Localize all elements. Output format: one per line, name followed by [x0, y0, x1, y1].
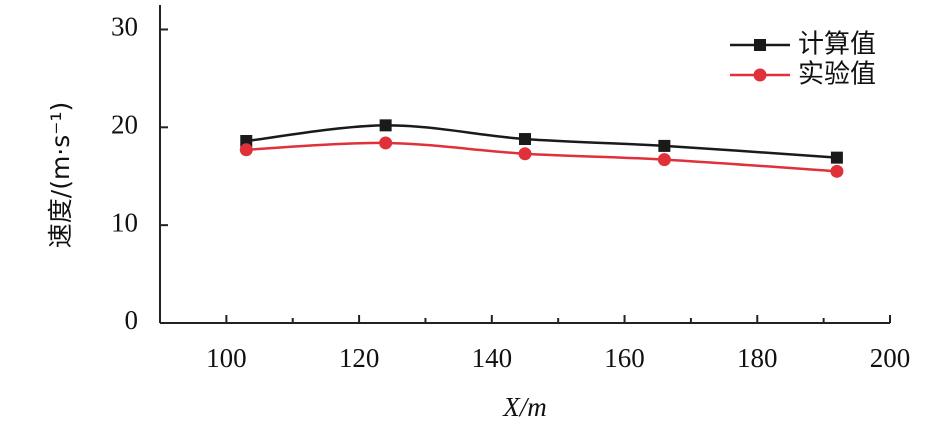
y-tick-label: 30 [111, 12, 138, 42]
data-point [379, 119, 392, 132]
x-tick-label: 120 [339, 343, 380, 373]
x-tick-label: 200 [870, 343, 911, 373]
series-line [246, 124, 837, 159]
y-tick-label: 10 [111, 207, 138, 237]
y-axis-label: 速度/(m·s⁻¹) [46, 102, 75, 248]
data-point [239, 143, 253, 157]
x-tick-label: 100 [206, 343, 247, 373]
x-tick-label: 180 [737, 343, 778, 373]
data-point [830, 151, 843, 164]
legend-label: 实验值 [798, 60, 876, 90]
data-point [830, 164, 844, 178]
legend-label: 计算值 [798, 30, 876, 60]
data-point [518, 147, 532, 161]
legend-marker [753, 68, 767, 82]
legend-marker [754, 39, 766, 51]
data-point [519, 133, 531, 146]
x-axis-label: X/m [502, 392, 547, 422]
data-point [379, 136, 393, 150]
x-tick-label: 160 [604, 343, 645, 373]
series-line [246, 141, 837, 173]
data-point [657, 153, 671, 167]
data-point [240, 135, 253, 148]
data-point [658, 139, 671, 152]
x-tick-label: 140 [472, 343, 513, 373]
y-tick-label: 0 [125, 305, 139, 335]
y-tick-label: 20 [111, 110, 138, 140]
